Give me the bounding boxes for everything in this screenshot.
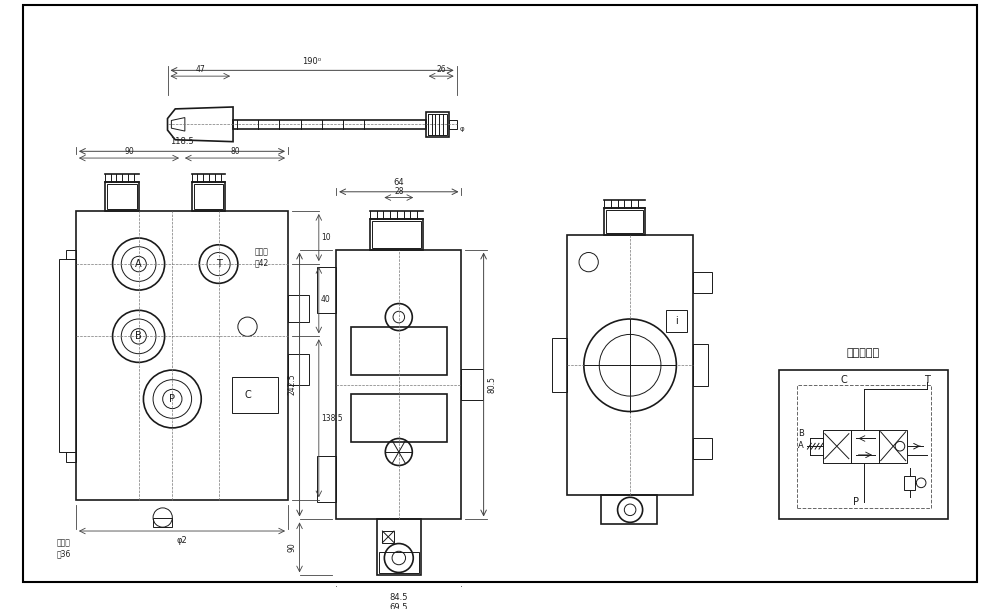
Bar (851, 430, 879, 463)
Bar (192, 182, 225, 211)
Text: 40: 40 (321, 295, 330, 304)
Bar (904, 476, 915, 490)
Text: 28: 28 (394, 186, 404, 195)
Text: 118.5: 118.5 (170, 138, 194, 147)
Bar (379, 552, 419, 574)
Bar (351, 394, 447, 442)
Bar (693, 344, 708, 387)
Text: 190⁰: 190⁰ (303, 57, 322, 66)
Text: B: B (135, 331, 142, 341)
Text: 242.5: 242.5 (288, 374, 297, 395)
Bar (449, 119, 457, 129)
Bar (693, 272, 712, 293)
Text: 138.5: 138.5 (321, 414, 342, 423)
Text: T: T (924, 375, 930, 385)
Bar (288, 354, 309, 384)
Text: B: B (798, 429, 804, 438)
Text: 80: 80 (230, 147, 240, 156)
Text: P: P (853, 497, 859, 507)
Bar (105, 182, 139, 211)
Text: φ: φ (460, 126, 464, 132)
Text: 69.5: 69.5 (390, 604, 408, 609)
Bar (194, 184, 223, 209)
Bar (233, 119, 426, 129)
Text: 64: 64 (393, 178, 404, 187)
Bar (317, 267, 336, 313)
Text: 油塞孔
管42: 油塞孔 管42 (254, 248, 268, 267)
Text: C: C (244, 390, 251, 400)
Text: T: T (216, 259, 222, 269)
Bar (76, 211, 288, 500)
Text: 80.5: 80.5 (487, 376, 496, 393)
Text: A: A (135, 259, 142, 269)
Text: P: P (169, 394, 175, 404)
Bar (552, 338, 567, 392)
Bar (428, 114, 447, 135)
Text: C: C (841, 375, 847, 385)
Text: 26: 26 (436, 65, 446, 74)
Text: 90: 90 (288, 543, 297, 552)
Bar (232, 377, 278, 414)
Bar (288, 295, 309, 322)
Text: 10: 10 (321, 233, 330, 242)
Text: 47: 47 (195, 65, 205, 74)
Bar (797, 385, 931, 508)
Bar (317, 456, 336, 502)
Bar (693, 437, 712, 459)
Bar (604, 208, 645, 235)
Bar (66, 452, 76, 462)
Bar (336, 250, 461, 519)
Bar (351, 326, 447, 375)
Bar (107, 184, 137, 209)
Bar (66, 250, 76, 259)
Text: i: i (675, 316, 678, 326)
Bar (382, 531, 394, 543)
Text: 油塞孔
管36: 油塞孔 管36 (57, 539, 71, 558)
Bar (372, 220, 421, 248)
Bar (153, 518, 172, 527)
Bar (461, 369, 483, 400)
Bar (823, 430, 851, 463)
Text: 84.5: 84.5 (390, 593, 408, 602)
Text: φ2: φ2 (177, 536, 187, 545)
Bar (377, 519, 421, 576)
Bar (879, 430, 907, 463)
Bar (59, 259, 76, 452)
Bar (567, 235, 693, 495)
Bar (601, 495, 657, 524)
Bar (370, 219, 423, 250)
Bar (666, 311, 687, 331)
Bar (779, 370, 948, 519)
Text: A: A (798, 441, 804, 449)
Text: 液压原理图: 液压原理图 (847, 348, 880, 359)
Text: 90: 90 (124, 147, 134, 156)
Bar (606, 210, 643, 233)
Bar (426, 112, 449, 137)
